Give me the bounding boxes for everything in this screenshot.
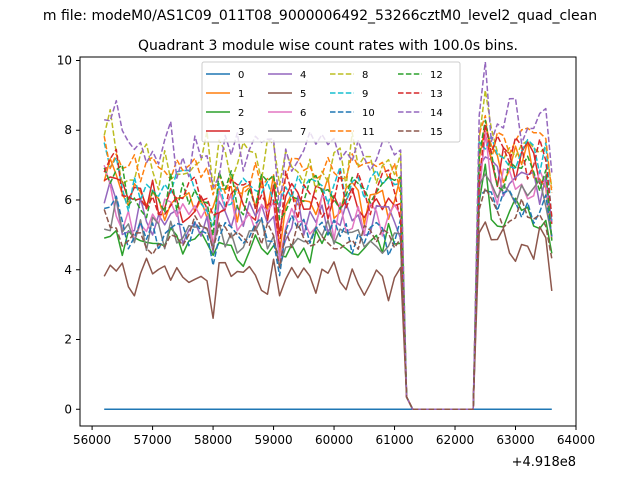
legend-label-15: 15 [430, 127, 443, 138]
legend-label-2: 2 [238, 108, 244, 119]
legend-label-0: 0 [238, 70, 244, 81]
x-offset-label: +4.918e8 [512, 455, 576, 470]
series-line-13 [103, 123, 553, 411]
series-layer [103, 61, 553, 411]
legend-label-10: 10 [362, 108, 375, 119]
series-line-4 [103, 156, 553, 411]
x-tick-label: 60000 [315, 433, 353, 447]
chart-title: Quadrant 3 module wise count rates with … [138, 38, 518, 54]
x-axis: 56000 57000 58000 59000 60000 61000 62000 63000… [73, 426, 595, 447]
y-tick-label: 10 [57, 53, 72, 67]
series-line-9 [103, 136, 553, 411]
x-tick-label: 62000 [436, 433, 474, 447]
legend-frame [201, 61, 461, 143]
legend-label-5: 5 [300, 89, 306, 100]
x-tick-label: 64000 [557, 433, 595, 447]
plot-frame [79, 56, 577, 427]
figure-suptitle: m file: modeM0/AS1C09_011T08_9000006492_… [43, 8, 597, 24]
legend-label-3: 3 [238, 127, 244, 138]
series-line-5 [103, 221, 553, 411]
y-tick-label: 8 [64, 123, 72, 137]
series-line-14 [104, 61, 553, 411]
series-line-2 [103, 163, 553, 411]
legend-label-12: 12 [430, 70, 443, 81]
series-line-6 [103, 130, 553, 411]
y-tick-label: 6 [64, 193, 72, 207]
legend-label-4: 4 [300, 70, 306, 81]
legend-label-6: 6 [300, 108, 306, 119]
x-tick-label: 61000 [375, 433, 413, 447]
legend-label-11: 11 [362, 127, 375, 138]
x-tick-label: 56000 [73, 433, 111, 447]
series-line-8 [103, 89, 553, 411]
legend-label-8: 8 [362, 70, 368, 81]
x-tick-label: 58000 [194, 433, 232, 447]
x-tick-label: 59000 [254, 433, 292, 447]
y-tick-label: 4 [64, 263, 72, 277]
y-tick-label: 2 [64, 333, 72, 347]
legend-label-9: 9 [362, 89, 368, 100]
x-tick-label: 63000 [496, 433, 534, 447]
legend-label-7: 7 [300, 127, 306, 138]
series-line-15 [103, 187, 553, 411]
legend-label-13: 13 [430, 89, 443, 100]
y-axis: 0 2 4 6 8 10 [57, 53, 80, 416]
legend-label-1: 1 [238, 89, 244, 100]
series-line-7 [104, 173, 553, 411]
y-tick-label: 0 [64, 402, 72, 416]
x-tick-label: 57000 [133, 433, 171, 447]
legend-label-14: 14 [430, 108, 443, 119]
